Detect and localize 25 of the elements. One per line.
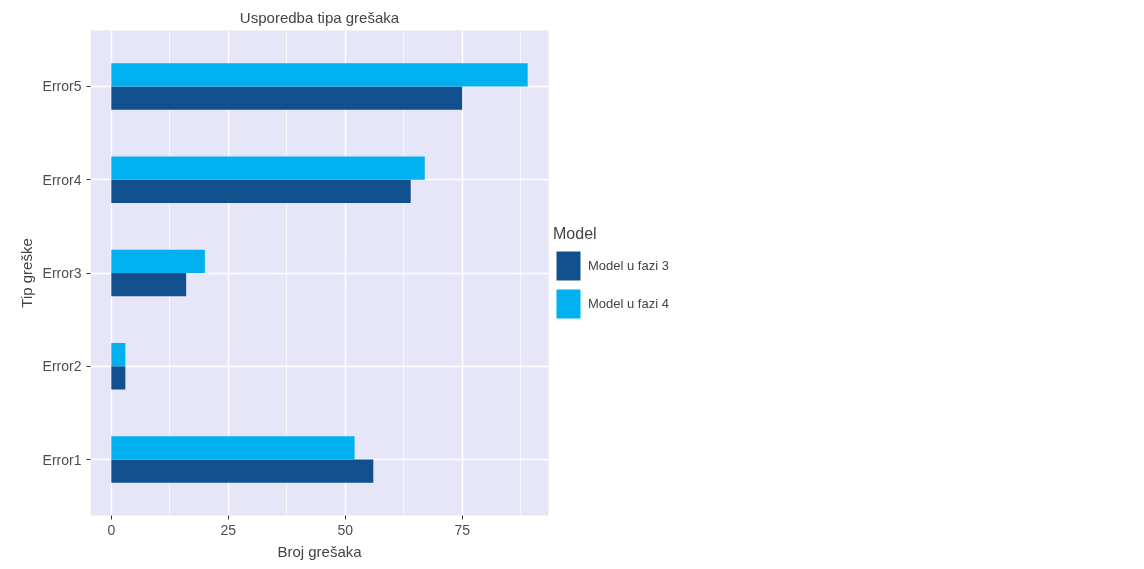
- x-tick-label: 50: [337, 521, 354, 538]
- x-tick-label: 75: [454, 521, 471, 538]
- bar: [111, 342, 126, 367]
- x-tick-label: 25: [220, 521, 237, 538]
- bar: [111, 436, 355, 460]
- y-tick-label: Error4: [42, 171, 82, 188]
- chart-title: Usporedba tipa grešaka: [239, 8, 400, 26]
- bar: [111, 179, 411, 204]
- y-tick-label: Error5: [42, 78, 82, 95]
- x-tick-label: 0: [107, 521, 116, 538]
- legend-label: Model u fazi 3: [588, 256, 669, 275]
- bar: [111, 156, 425, 180]
- bar: [111, 459, 374, 483]
- bar: [111, 273, 187, 297]
- y-axis-title: Tip greške: [17, 238, 35, 308]
- bar: [111, 366, 126, 390]
- bar: [111, 86, 463, 110]
- legend-title: Model: [553, 224, 598, 242]
- x-axis-title: Broj grešaka: [277, 542, 363, 560]
- bar: [111, 249, 205, 273]
- y-tick-label: Error1: [42, 451, 82, 468]
- legend-label: Model u fazi 4: [588, 294, 669, 313]
- y-tick-label: Error3: [42, 265, 82, 281]
- bar: [111, 63, 528, 87]
- y-tick-label: Error2: [42, 358, 82, 375]
